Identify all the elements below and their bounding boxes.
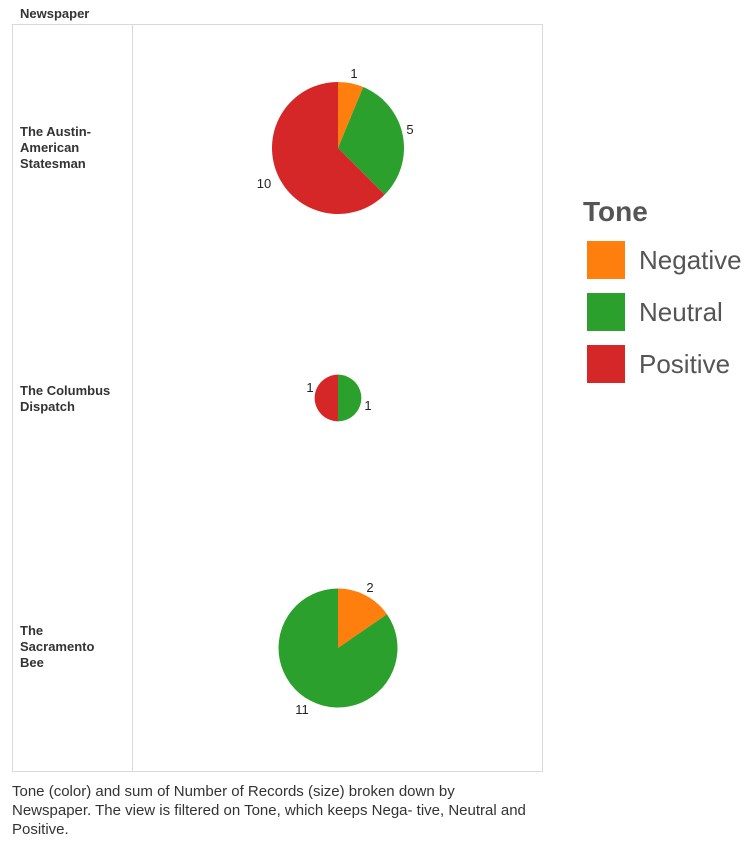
legend-swatch-positive <box>587 345 625 383</box>
legend-item-neutral[interactable]: Neutral <box>583 286 742 338</box>
slice-value-label: 1 <box>306 380 313 395</box>
pie-slice-negative[interactable] <box>338 82 364 148</box>
pie-slice-neutral[interactable] <box>338 87 404 195</box>
row-label-line: Bee <box>20 655 44 670</box>
row-label-line: Dispatch <box>20 399 75 414</box>
legend: Tone Negative Neutral Positive <box>583 196 742 390</box>
row-label-line: The Austin- <box>20 124 92 139</box>
chart-caption: Tone (color) and sum of Number of Record… <box>12 783 526 838</box>
row-label-line: Sacramento <box>20 639 95 654</box>
pie-slice-negative[interactable] <box>338 588 387 648</box>
pie-slice-positive[interactable] <box>314 374 338 422</box>
legend-item-positive[interactable]: Positive <box>583 338 742 390</box>
slice-value-label: 1 <box>350 66 357 81</box>
slice-value-label: 1 <box>364 398 371 413</box>
pie-slice-neutral[interactable] <box>278 588 398 708</box>
column-header: Newspaper <box>20 6 90 21</box>
legend-label-positive: Positive <box>639 348 731 379</box>
slice-value-label: 5 <box>406 122 413 137</box>
slice-value-label: 11 <box>295 702 309 717</box>
legend-swatch-neutral <box>587 293 625 331</box>
legend-item-negative[interactable]: Negative <box>583 234 742 286</box>
legend-title: Tone <box>583 196 648 227</box>
pie-slice-positive[interactable] <box>272 82 385 215</box>
legend-label-negative: Negative <box>639 244 742 275</box>
row-label-line: American <box>20 140 80 155</box>
pie-slice-neutral[interactable] <box>338 374 362 422</box>
legend-swatch-negative <box>587 241 625 279</box>
row-label-line: The <box>20 623 44 638</box>
slice-value-label: 2 <box>366 580 373 595</box>
slice-value-label: 10 <box>257 176 271 191</box>
row-label-columbus: The Columbus Dispatch <box>20 383 132 415</box>
legend-label-neutral: Neutral <box>639 296 723 327</box>
row-label-line: The Columbus <box>20 383 111 398</box>
row-label-austin: The Austin- American Statesman <box>20 124 132 172</box>
row-header-divider <box>132 24 133 772</box>
chart-frame <box>12 24 543 772</box>
row-label-sacramento: The Sacramento Bee <box>20 623 132 671</box>
row-label-line: Statesman <box>20 156 86 171</box>
